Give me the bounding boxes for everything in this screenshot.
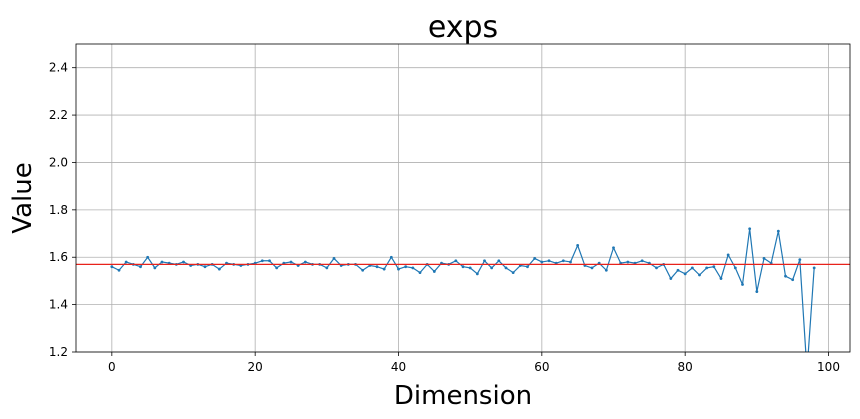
y-axis-title: Value [8,162,38,233]
data-point [204,265,207,268]
data-point [691,266,694,269]
data-point [712,265,715,268]
data-point [748,227,751,230]
data-point [727,253,730,256]
data-point [275,266,278,269]
data-point [605,269,608,272]
data-point [490,266,493,269]
data-point [218,268,221,271]
data-point [512,271,515,274]
data-point [505,266,508,269]
data-point [411,266,414,269]
data-point [325,266,328,269]
data-point [741,283,744,286]
data-point [454,259,457,262]
data-point [361,269,364,272]
data-point [376,265,379,268]
data-point [533,257,536,260]
data-point [483,259,486,262]
data-point [462,265,465,268]
x-tick-label: 0 [108,360,116,374]
data-point [540,261,543,264]
data-point [626,261,629,264]
y-tick-label: 2.4 [49,61,68,75]
y-tick-label: 2.2 [49,108,68,122]
data-point [110,265,113,268]
plot-area-group [76,227,850,372]
x-tick-label: 40 [391,360,406,374]
data-point [333,257,336,260]
data-point [813,266,816,269]
data-point [677,269,680,272]
data-point [304,261,307,264]
data-point [146,256,149,259]
data-point [161,261,164,264]
data-point [153,266,156,269]
data-point [404,265,407,268]
plot-frame [76,44,850,352]
data-point [669,277,672,280]
data-point [806,370,809,373]
chart-title: exps [428,10,498,45]
y-tick-label: 1.4 [49,298,68,312]
y-tick-label: 1.2 [49,345,68,359]
data-point [591,266,594,269]
data-point [777,230,780,233]
series-line [112,229,814,371]
data-point [698,274,701,277]
data-point [497,259,500,262]
data-point [576,244,579,247]
data-point [182,261,185,264]
x-axis-title: Dimension [394,381,532,411]
data-point [734,266,737,269]
data-point [720,277,723,280]
data-point [562,259,565,262]
data-point [125,261,128,264]
data-point [705,266,708,269]
data-point [763,257,766,260]
data-point [641,259,644,262]
x-tick-label: 100 [817,360,840,374]
data-point [469,266,472,269]
data-point [476,272,479,275]
x-tick-label: 20 [248,360,263,374]
data-point [433,270,436,273]
data-point [397,268,400,271]
data-point [612,246,615,249]
data-point [139,265,142,268]
data-point [526,265,529,268]
data-point [383,268,386,271]
data-point [791,278,794,281]
data-point [548,259,551,262]
data-point [755,290,758,293]
x-tick-label: 60 [534,360,549,374]
data-point [798,258,801,261]
data-point [655,266,658,269]
data-point [684,272,687,275]
data-point [118,269,121,272]
data-point [784,275,787,278]
y-tick-label: 2.0 [49,155,68,169]
data-point [419,271,422,274]
y-tick-label: 1.6 [49,250,68,264]
x-tick-label: 80 [678,360,693,374]
data-point [390,256,393,259]
data-point [261,259,264,262]
data-point [290,261,293,264]
data-point [268,259,271,262]
y-tick-label: 1.8 [49,203,68,217]
data-point [569,261,572,264]
